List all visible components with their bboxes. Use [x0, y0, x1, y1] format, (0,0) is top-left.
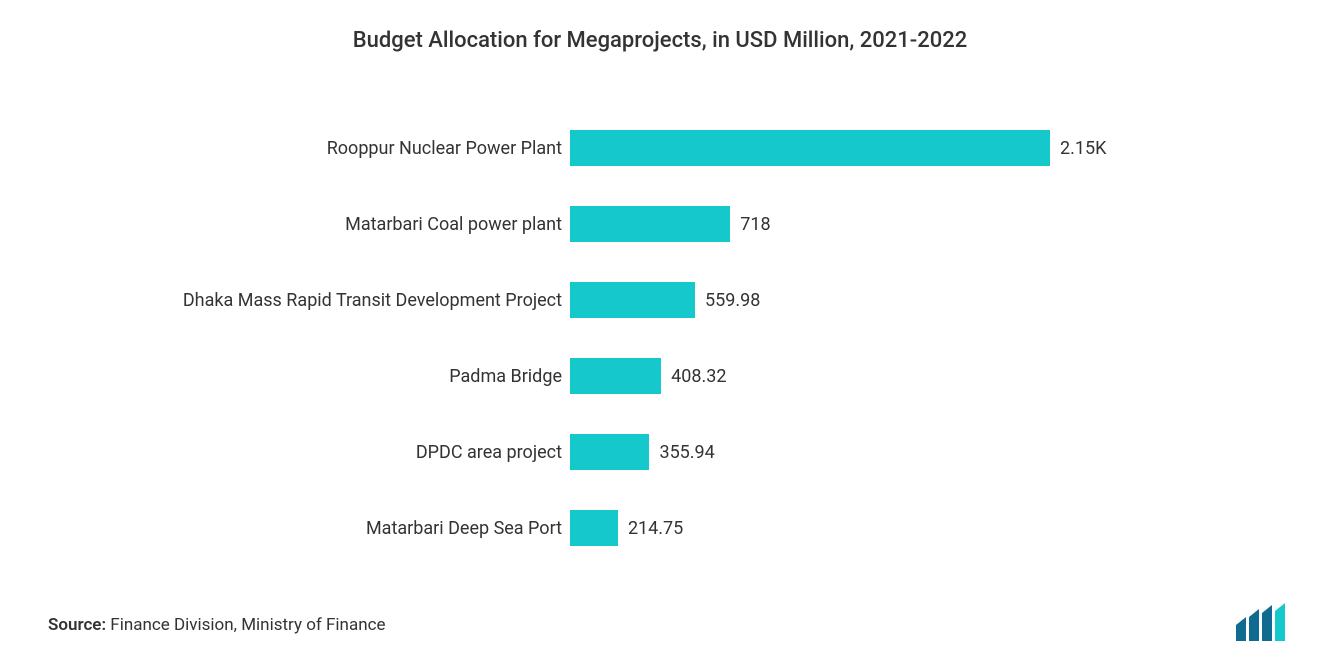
category-label: Padma Bridge — [0, 366, 570, 387]
value-label: 559.98 — [705, 290, 760, 311]
source-line: Source: Finance Division, Ministry of Fi… — [48, 615, 386, 635]
logo-bars — [1236, 603, 1285, 641]
logo-bar-3 — [1262, 605, 1272, 641]
chart-row: Matarbari Coal power plant 718 — [0, 206, 1320, 242]
bar-track: 355.94 — [570, 434, 715, 470]
chart-container: Budget Allocation for Megaprojects, in U… — [0, 0, 1320, 665]
bar-track: 408.32 — [570, 358, 726, 394]
bar-track: 718 — [570, 206, 771, 242]
bar — [570, 434, 649, 470]
brand-logo — [1234, 603, 1292, 643]
value-label: 214.75 — [628, 518, 683, 539]
bar-track: 559.98 — [570, 282, 760, 318]
bar-track: 214.75 — [570, 510, 683, 546]
logo-bar-1 — [1236, 617, 1246, 641]
category-label: Matarbari Coal power plant — [0, 214, 570, 235]
bar — [570, 130, 1050, 166]
bar — [570, 282, 695, 318]
value-label: 408.32 — [671, 366, 726, 387]
value-label: 355.94 — [659, 442, 714, 463]
chart-rows: Rooppur Nuclear Power Plant 2.15K Matarbar… — [0, 130, 1320, 586]
logo-bar-4 — [1275, 603, 1285, 641]
value-label: 2.15K — [1060, 138, 1106, 159]
bar — [570, 206, 730, 242]
chart-row: Padma Bridge 408.32 — [0, 358, 1320, 394]
category-label: Rooppur Nuclear Power Plant — [0, 138, 570, 159]
chart-row: Dhaka Mass Rapid Transit Development Pro… — [0, 282, 1320, 318]
category-label: Matarbari Deep Sea Port — [0, 518, 570, 539]
chart-title: Budget Allocation for Megaprojects, in U… — [0, 28, 1320, 53]
chart-row: DPDC area project 355.94 — [0, 434, 1320, 470]
bar — [570, 358, 661, 394]
source-prefix: Source: — [48, 615, 106, 635]
value-label: 718 — [740, 214, 770, 235]
category-label: DPDC area project — [0, 442, 570, 463]
logo-bar-2 — [1249, 609, 1259, 641]
chart-row: Matarbari Deep Sea Port 214.75 — [0, 510, 1320, 546]
bar — [570, 510, 618, 546]
bar-track: 2.15K — [570, 130, 1106, 166]
category-label: Dhaka Mass Rapid Transit Development Pro… — [0, 290, 570, 311]
source-text: Finance Division, Ministry of Finance — [106, 615, 385, 635]
chart-row: Rooppur Nuclear Power Plant 2.15K — [0, 130, 1320, 166]
